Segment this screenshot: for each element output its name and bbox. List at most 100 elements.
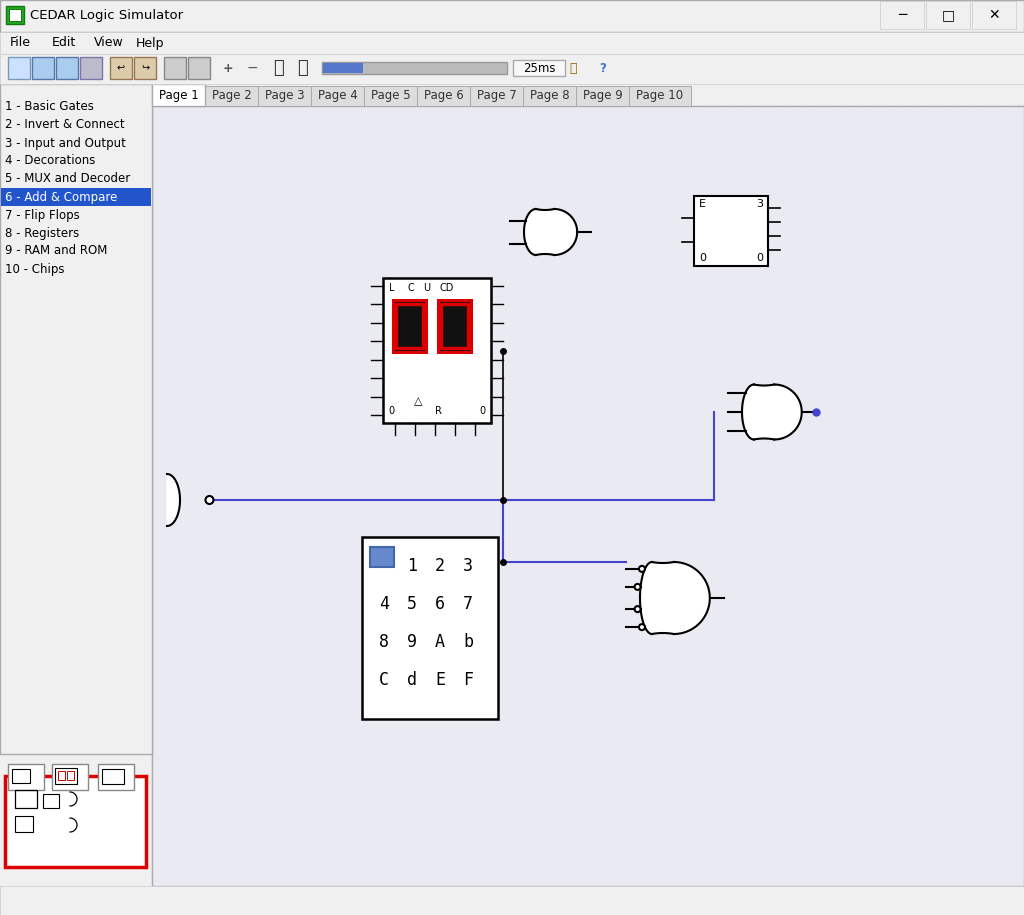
Bar	[417, 86, 470, 106]
Bar	[311, 86, 364, 106]
Text: 9: 9	[407, 633, 417, 651]
Bar	[15, 790, 37, 808]
Text: 1 - Basic Gates: 1 - Basic Gates	[5, 101, 94, 113]
Text: 7 - Flip Flops: 7 - Flip Flops	[5, 209, 80, 221]
Text: Page 3: Page 3	[264, 90, 304, 102]
Text: L: L	[389, 283, 394, 293]
Text: A: A	[435, 633, 445, 651]
Bar	[58, 771, 65, 780]
Text: Page 4: Page 4	[317, 90, 357, 102]
Bar	[134, 57, 156, 79]
Text: CEDAR Logic Simulator: CEDAR Logic Simulator	[30, 9, 183, 23]
Bar	[52, 764, 88, 790]
Text: ─: ─	[898, 8, 906, 22]
Text: Page 2: Page 2	[212, 90, 251, 102]
Text: 2 - Invert & Connect: 2 - Invert & Connect	[5, 119, 125, 132]
Text: 0: 0	[479, 406, 485, 416]
Bar	[1, 188, 151, 206]
Text: 4: 4	[379, 595, 389, 613]
Text: 0: 0	[699, 253, 706, 263]
Text: 6 - Add & Compare: 6 - Add & Compare	[5, 190, 118, 203]
Text: b: b	[463, 633, 473, 651]
Text: ?: ?	[600, 61, 606, 74]
Bar	[364, 86, 417, 106]
Bar	[694, 196, 768, 266]
Text: ↪: ↪	[141, 63, 150, 73]
Bar	[0, 0, 1024, 32]
Text: 0: 0	[756, 253, 763, 263]
Bar	[98, 764, 134, 790]
Text: 0: 0	[388, 406, 394, 416]
Circle shape	[635, 606, 641, 612]
Bar	[322, 62, 507, 74]
Text: 10 - Chips: 10 - Chips	[5, 263, 65, 275]
Bar	[152, 106, 1024, 886]
Text: ↩: ↩	[117, 63, 125, 73]
Text: E: E	[435, 671, 445, 689]
Polygon shape	[742, 384, 802, 439]
Text: E: E	[699, 199, 706, 209]
Text: 🔒: 🔒	[569, 61, 577, 74]
Bar	[43, 794, 59, 808]
Circle shape	[639, 565, 645, 572]
Circle shape	[639, 624, 645, 630]
Text: 8: 8	[379, 633, 389, 651]
Text: Edit: Edit	[52, 37, 76, 49]
Text: 3: 3	[463, 557, 473, 575]
Bar	[110, 57, 132, 79]
Text: Page 7: Page 7	[476, 90, 516, 102]
Text: Page 1: Page 1	[159, 89, 199, 102]
Bar	[80, 57, 102, 79]
Text: +: +	[222, 61, 233, 74]
Text: Page 8: Page 8	[529, 90, 569, 102]
Bar	[393, 300, 426, 352]
Polygon shape	[640, 562, 710, 634]
Bar	[32, 57, 54, 79]
Bar	[102, 769, 124, 784]
Text: U: U	[423, 283, 430, 293]
Text: 25ms: 25ms	[522, 61, 555, 74]
Bar	[0, 84, 152, 754]
Text: △: △	[414, 396, 422, 406]
Text: CD: CD	[439, 283, 454, 293]
Text: Page 6: Page 6	[424, 90, 464, 102]
Bar	[8, 57, 30, 79]
Bar	[926, 1, 970, 29]
Bar	[470, 86, 523, 106]
Bar	[438, 300, 471, 352]
Bar	[5, 776, 146, 867]
Bar	[0, 32, 1024, 54]
Bar	[56, 57, 78, 79]
Bar	[6, 6, 24, 24]
Bar	[0, 886, 1024, 915]
Text: 8 - Registers: 8 - Registers	[5, 227, 79, 240]
Text: 3 - Input and Output: 3 - Input and Output	[5, 136, 126, 149]
Bar	[12, 769, 30, 783]
Text: d: d	[407, 671, 417, 689]
Bar	[0, 54, 1024, 84]
Text: View: View	[94, 37, 124, 49]
Polygon shape	[167, 474, 180, 526]
Text: F: F	[463, 671, 473, 689]
Bar	[205, 86, 258, 106]
Circle shape	[635, 584, 641, 590]
Bar	[188, 57, 210, 79]
Bar	[629, 86, 691, 106]
Bar	[880, 1, 924, 29]
Text: 3: 3	[756, 199, 763, 209]
Bar	[258, 86, 311, 106]
Bar	[513, 60, 565, 76]
Text: 6: 6	[435, 595, 445, 613]
Text: ✕: ✕	[988, 8, 999, 22]
Text: ⏸: ⏸	[272, 59, 284, 77]
Bar	[55, 768, 77, 784]
Text: C: C	[379, 671, 389, 689]
Bar	[8, 764, 44, 790]
Bar	[972, 1, 1016, 29]
Text: ⏭: ⏭	[297, 59, 307, 77]
Circle shape	[206, 496, 213, 504]
Text: R: R	[435, 406, 442, 416]
Text: Page 10: Page 10	[637, 90, 684, 102]
Text: 9 - RAM and ROM: 9 - RAM and ROM	[5, 244, 108, 257]
Text: Page 9: Page 9	[583, 90, 623, 102]
